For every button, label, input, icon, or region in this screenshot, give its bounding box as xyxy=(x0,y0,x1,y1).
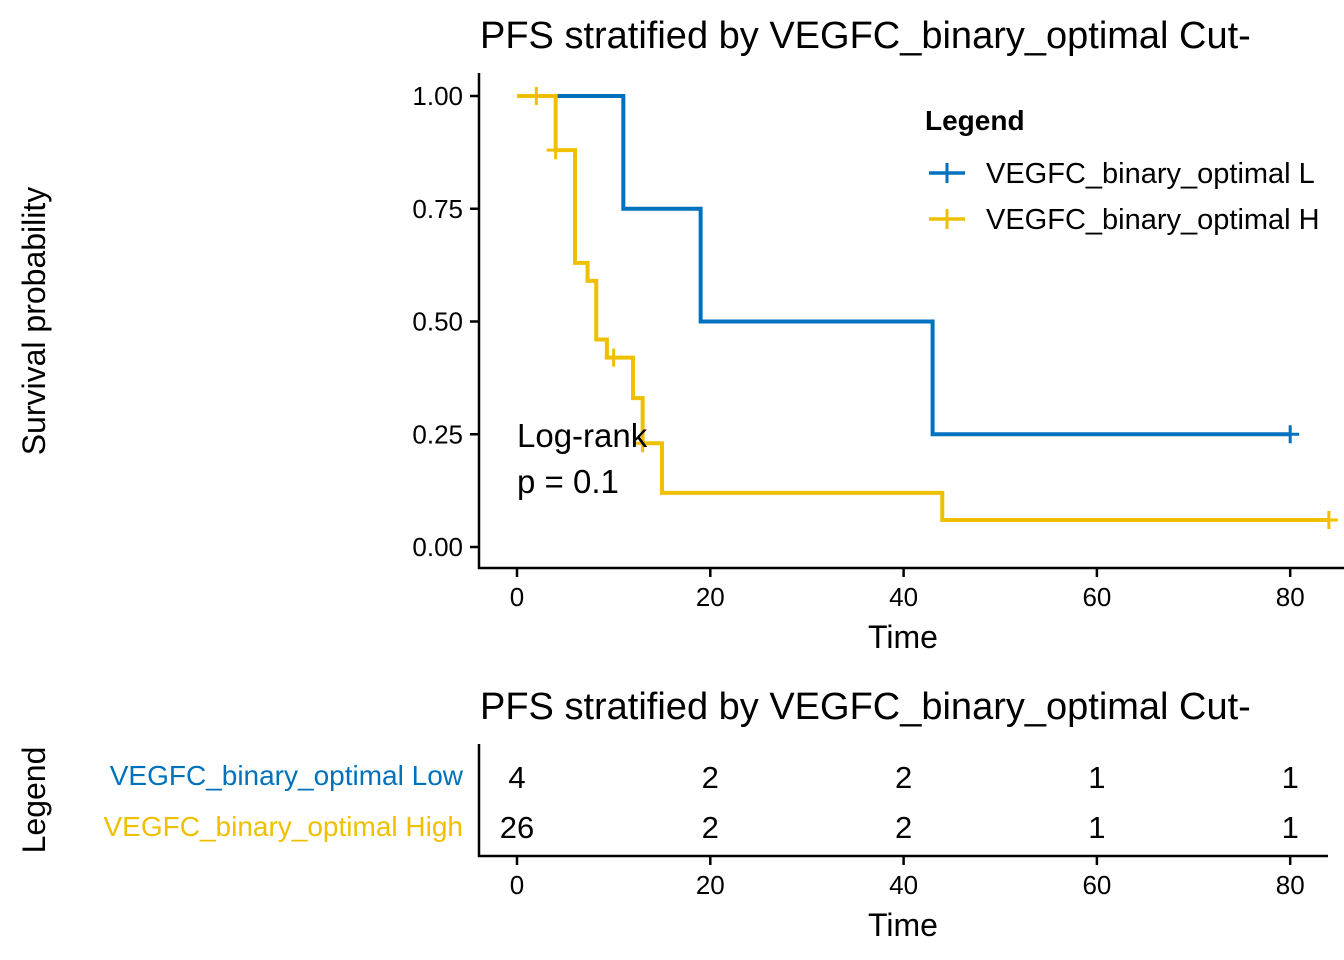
x-tick-label: 60 xyxy=(1082,582,1111,612)
risk-cell-high: 1 xyxy=(1282,810,1299,845)
risk-cell-high: 2 xyxy=(895,810,912,845)
risk-cell-high: 26 xyxy=(500,810,534,845)
legend-title: Legend xyxy=(925,105,1025,136)
survival-curve-high xyxy=(517,94,1329,522)
x-ticks: 0 20 40 60 80 xyxy=(510,568,1305,612)
y-tick-label: 0.75 xyxy=(412,194,463,224)
risk-cell-high: 2 xyxy=(702,810,719,845)
x-axis-title: Time xyxy=(868,619,938,655)
risk-cell-high: 1 xyxy=(1088,810,1105,845)
risk-table-title: PFS stratified by VEGFC_binary_optimal C… xyxy=(480,686,1251,728)
risk-cell-low: 4 xyxy=(508,760,525,795)
legend-label-high: VEGFC_binary_optimal H xyxy=(986,204,1320,236)
legend-label-low: VEGFC_binary_optimal L xyxy=(986,158,1315,190)
annotation-line-1: Log-rank xyxy=(517,417,648,454)
legend-key-low xyxy=(929,163,965,183)
risk-table-cells: 4 2 2 1 1 26 2 2 1 1 xyxy=(500,760,1299,845)
risk-table-y-title: Legend xyxy=(16,747,52,854)
risk-cell-low: 2 xyxy=(895,760,912,795)
survival-curves xyxy=(517,87,1338,529)
x-tick-label: 20 xyxy=(696,582,725,612)
y-tick-label: 0.00 xyxy=(412,532,463,562)
risk-row-label-high: VEGFC_binary_optimal High xyxy=(104,811,464,842)
censor-mark-high xyxy=(546,141,565,160)
legend-key-high xyxy=(929,209,965,229)
censor-mark-high xyxy=(604,348,623,367)
legend: Legend VEGFC_binary_optimal L VEGFC_bina… xyxy=(925,105,1320,236)
y-ticks: 0.00 0.25 0.50 0.75 1.00 xyxy=(412,81,479,562)
censor-mark-high xyxy=(1319,510,1338,529)
survival-plot: PFS stratified by VEGFC_binary_optimal C… xyxy=(16,15,1344,655)
risk-cell-low: 1 xyxy=(1088,760,1105,795)
y-tick-label: 1.00 xyxy=(412,81,463,111)
log-rank-annotation: Log-rank p = 0.1 xyxy=(517,417,648,500)
legend-item-high: VEGFC_binary_optimal H xyxy=(929,204,1320,236)
x-tick-label: 0 xyxy=(510,582,524,612)
risk-table: PFS stratified by VEGFC_binary_optimal C… xyxy=(16,686,1328,943)
y-axis-title: Survival probability xyxy=(16,187,52,456)
y-tick-label: 0.25 xyxy=(412,419,463,449)
risk-x-tick-label: 20 xyxy=(696,870,725,900)
y-tick-label: 0.50 xyxy=(412,307,463,337)
survival-plot-title: PFS stratified by VEGFC_binary_optimal C… xyxy=(480,15,1251,57)
risk-x-tick-label: 80 xyxy=(1276,870,1305,900)
risk-table-x-ticks: 0 20 40 60 80 xyxy=(510,856,1305,900)
legend-item-low: VEGFC_binary_optimal L xyxy=(929,158,1315,190)
risk-row-label-low: VEGFC_binary_optimal Low xyxy=(110,760,464,791)
risk-x-tick-label: 40 xyxy=(889,870,918,900)
censor-mark-high xyxy=(527,87,546,105)
risk-cell-low: 1 xyxy=(1282,760,1299,795)
x-tick-label: 80 xyxy=(1276,582,1305,612)
censor-mark-high xyxy=(633,434,652,453)
annotation-line-2: p = 0.1 xyxy=(517,463,619,500)
x-tick-label: 40 xyxy=(889,582,918,612)
risk-table-x-title: Time xyxy=(868,907,938,943)
risk-x-tick-label: 60 xyxy=(1082,870,1111,900)
risk-cell-low: 2 xyxy=(702,760,719,795)
survival-curve-low xyxy=(517,94,1291,437)
risk-x-tick-label: 0 xyxy=(510,870,524,900)
censor-mark-low xyxy=(1281,425,1300,444)
